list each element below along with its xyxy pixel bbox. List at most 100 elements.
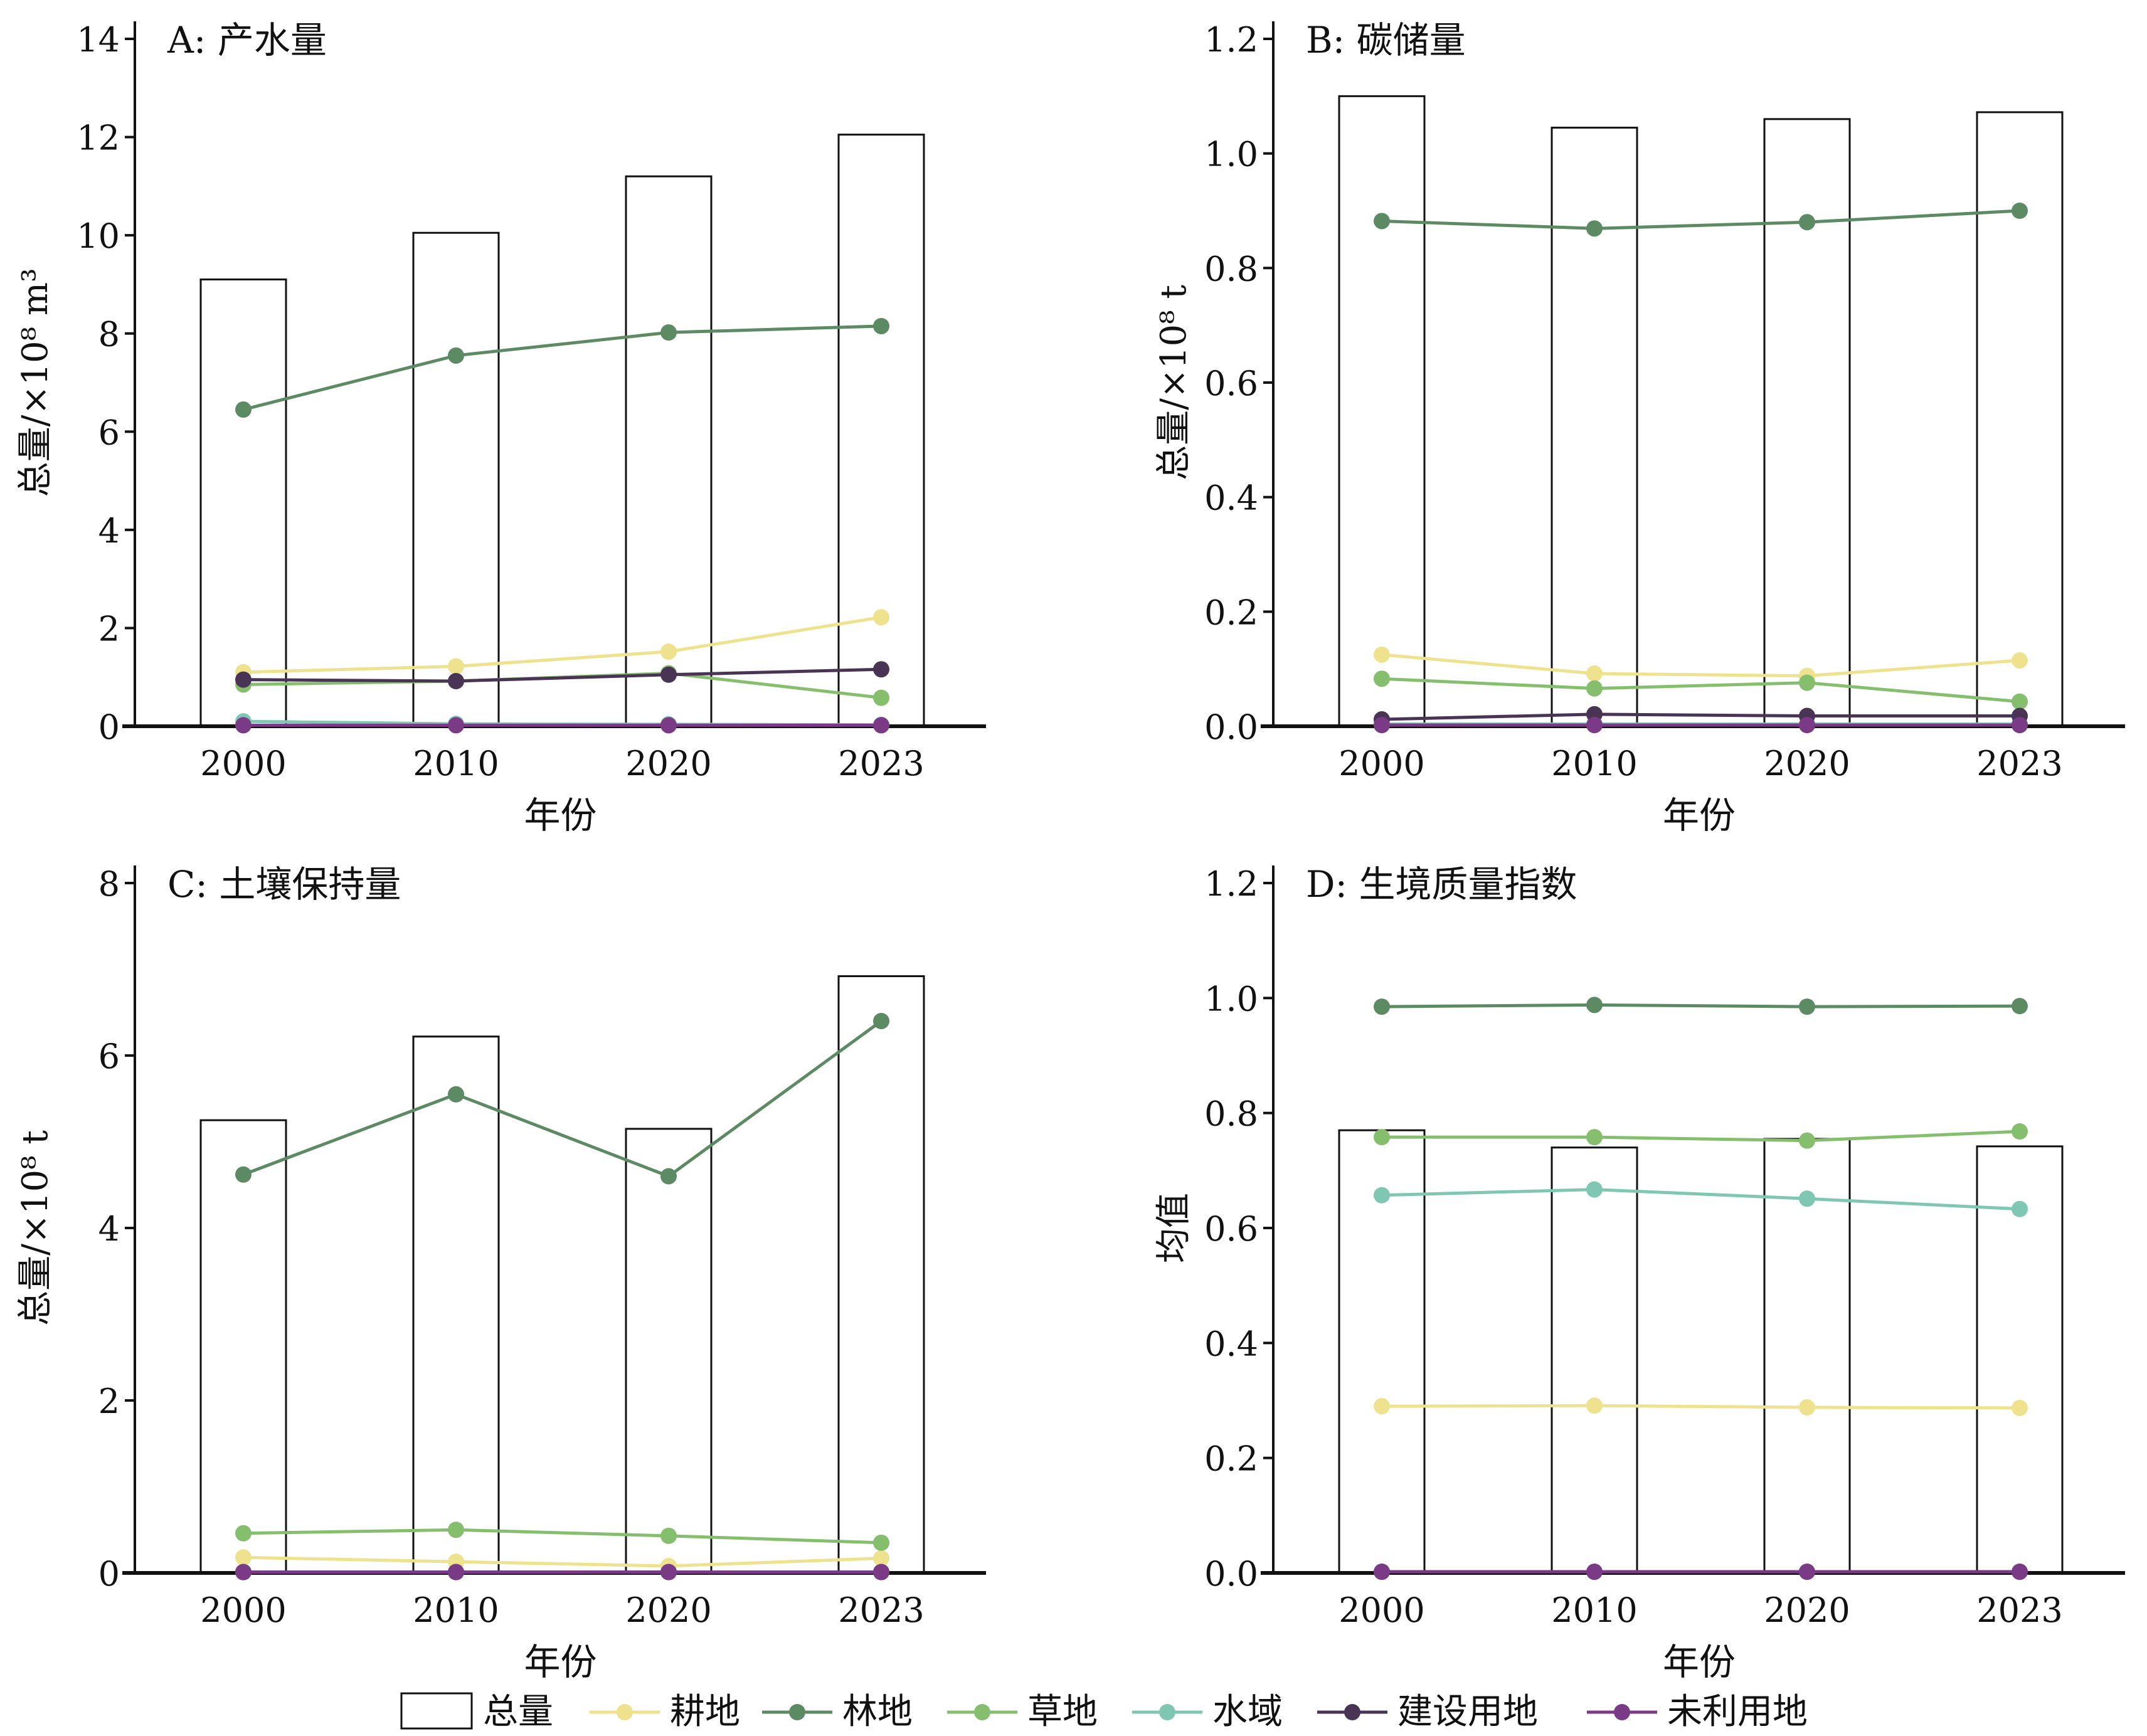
series-point bbox=[235, 1564, 252, 1580]
legend-swatch-bar bbox=[400, 1692, 473, 1730]
series-point bbox=[1586, 1129, 1603, 1146]
legend: 总量 耕地 林地 草地 水域 建设用地 未利用地 bbox=[400, 1691, 1808, 1732]
series-point bbox=[1586, 997, 1603, 1014]
series-point bbox=[448, 1086, 464, 1103]
y-tick-label: 6 bbox=[98, 413, 120, 452]
legend-label: 总量 bbox=[483, 1691, 553, 1732]
series-point bbox=[235, 401, 252, 418]
series-line bbox=[1381, 712, 2020, 721]
series-line bbox=[1382, 1130, 2020, 1143]
panel-title: A: 产水量 bbox=[167, 19, 327, 61]
series-point bbox=[1586, 1564, 1603, 1580]
panel-title: C: 土壤保持量 bbox=[167, 863, 401, 906]
series-point bbox=[1799, 998, 1815, 1015]
series-point bbox=[235, 671, 252, 688]
series-point bbox=[1374, 717, 1390, 734]
series-line bbox=[243, 1555, 882, 1568]
series-line bbox=[1381, 1188, 2020, 1211]
series-point bbox=[660, 666, 677, 683]
x-tick-label: 2010 bbox=[1551, 744, 1637, 783]
x-axis-label: 年份 bbox=[524, 1641, 596, 1683]
x-tick-label: 2020 bbox=[1764, 1590, 1850, 1630]
y-tick-label: 0.0 bbox=[1204, 1554, 1258, 1594]
y-tick-label: 6 bbox=[98, 1037, 120, 1076]
y-tick-label: 0.8 bbox=[1204, 249, 1258, 288]
y-axis-label: 总量/×10⁸ t bbox=[15, 1130, 56, 1326]
bar-total bbox=[199, 278, 287, 728]
series-line bbox=[1381, 209, 2020, 230]
series-point bbox=[660, 717, 677, 734]
series-point bbox=[1374, 1187, 1390, 1204]
y-tick-label: 12 bbox=[77, 119, 120, 158]
legend-item: 水域 bbox=[1132, 1691, 1283, 1732]
y-tick-label: 1.0 bbox=[1204, 979, 1258, 1019]
series-point bbox=[235, 717, 252, 734]
legend-item: 建设用地 bbox=[1317, 1691, 1538, 1732]
series-point bbox=[1374, 998, 1390, 1015]
legend-item: 未利用地 bbox=[1587, 1691, 1808, 1732]
legend-label: 草地 bbox=[1027, 1691, 1098, 1732]
series-point bbox=[1799, 717, 1815, 734]
series-point bbox=[660, 324, 677, 341]
bar-total bbox=[1338, 1129, 1426, 1574]
series-point bbox=[448, 717, 464, 734]
series-point bbox=[448, 672, 464, 689]
series-point bbox=[235, 1525, 252, 1542]
legend-label: 水域 bbox=[1212, 1691, 1283, 1732]
series-line bbox=[243, 615, 882, 674]
series-point bbox=[448, 1522, 464, 1538]
x-tick-label: 2000 bbox=[200, 1590, 286, 1630]
series-point bbox=[1799, 674, 1815, 691]
series-point bbox=[2012, 1399, 2028, 1416]
legend-item: 草地 bbox=[947, 1691, 1098, 1732]
series-point bbox=[1799, 214, 1815, 231]
legend-item: 林地 bbox=[762, 1691, 913, 1732]
series-point bbox=[1799, 1564, 1815, 1580]
x-axis-label: 年份 bbox=[1663, 794, 1736, 837]
x-tick-label: 2010 bbox=[413, 744, 499, 783]
series-point bbox=[2012, 998, 2028, 1015]
series-point bbox=[1374, 1564, 1390, 1580]
series-point bbox=[2012, 652, 2028, 669]
y-tick-label: 2 bbox=[98, 609, 120, 648]
series-point bbox=[235, 1166, 252, 1183]
bar-total bbox=[1338, 95, 1426, 728]
y-axis-label: 均值 bbox=[1153, 1193, 1194, 1263]
series-point bbox=[660, 1564, 677, 1580]
x-tick-label: 2000 bbox=[1339, 744, 1424, 783]
y-tick-label: 8 bbox=[98, 315, 120, 354]
y-tick-label: 0.0 bbox=[1204, 707, 1258, 747]
y-tick-label: 8 bbox=[98, 864, 120, 904]
x-tick-label: 2000 bbox=[200, 744, 286, 783]
panel-title: D: 生境质量指数 bbox=[1306, 863, 1577, 906]
bar-total bbox=[1763, 1138, 1851, 1574]
series-point bbox=[2012, 1123, 2028, 1140]
bar-total bbox=[837, 975, 925, 1574]
panel-b: 0.0 0.2 0.4 0.6 0.8 1.0 1.2 2000 2010 2020 2023 B: … bbox=[1153, 19, 2125, 837]
bar-total bbox=[1551, 1146, 1638, 1574]
series-line bbox=[1381, 653, 2020, 678]
series-point bbox=[235, 1549, 252, 1566]
series-point bbox=[2012, 693, 2028, 710]
bar-total bbox=[199, 1119, 287, 1574]
x-tick-label: 2023 bbox=[1976, 744, 2062, 783]
legend-label: 建设用地 bbox=[1397, 1691, 1538, 1732]
series-point bbox=[1586, 220, 1603, 237]
legend-label: 未利用地 bbox=[1667, 1691, 1808, 1732]
y-tick-label: 1.0 bbox=[1204, 135, 1258, 174]
legend-swatch-marker bbox=[974, 1704, 990, 1720]
y-tick-label: 1.2 bbox=[1204, 20, 1258, 60]
legend-label: 林地 bbox=[842, 1691, 913, 1732]
series-point bbox=[1374, 646, 1390, 663]
y-tick-label: 10 bbox=[77, 216, 120, 256]
series-point bbox=[873, 1013, 889, 1029]
series-point bbox=[873, 317, 889, 334]
series-point bbox=[873, 1534, 889, 1551]
series-point bbox=[448, 1564, 464, 1580]
bar-total bbox=[412, 231, 500, 728]
series-line bbox=[1381, 677, 2020, 704]
x-tick-label: 2020 bbox=[625, 744, 711, 783]
series-point bbox=[448, 347, 464, 364]
